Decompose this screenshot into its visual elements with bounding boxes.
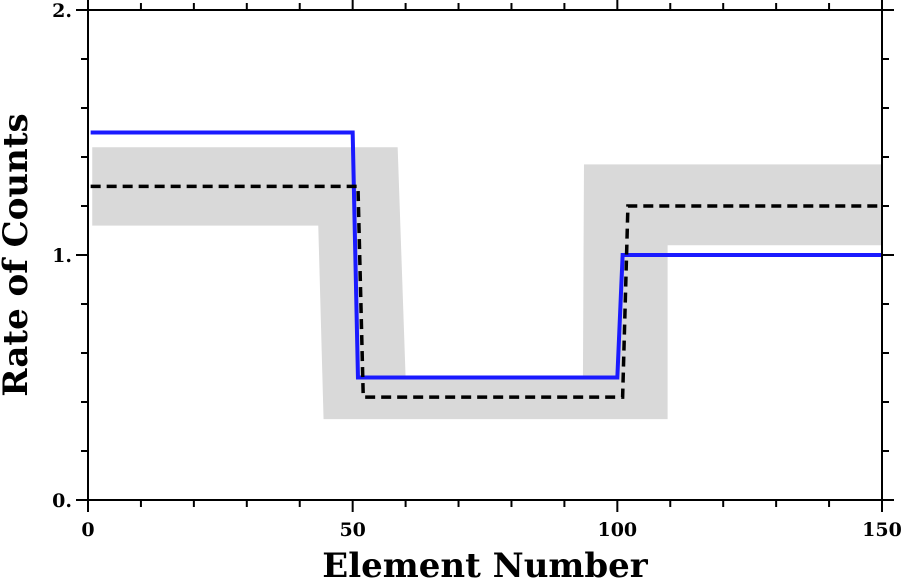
- series-layer: [90, 130, 882, 399]
- x-tick-label: 50: [339, 519, 365, 541]
- uncertainty-band-layer: [92, 147, 882, 420]
- x-axis-title: Element Number: [322, 546, 649, 581]
- series-line-solid: [90, 130, 882, 380]
- axes-frame: [76, 0, 894, 512]
- uncertainty-band: [92, 147, 882, 420]
- y-axis-title: Rate of Counts: [0, 113, 36, 396]
- x-tick-label: 150: [862, 519, 902, 541]
- y-tick-label: 1.: [52, 245, 72, 267]
- y-tick-label: 0.: [52, 490, 72, 512]
- x-tick-label: 0: [81, 519, 94, 541]
- tick-labels: 0 50 100 150 0. 1. 2.: [52, 0, 902, 541]
- y-tick-label: 2.: [52, 0, 72, 22]
- x-tick-label: 100: [597, 519, 637, 541]
